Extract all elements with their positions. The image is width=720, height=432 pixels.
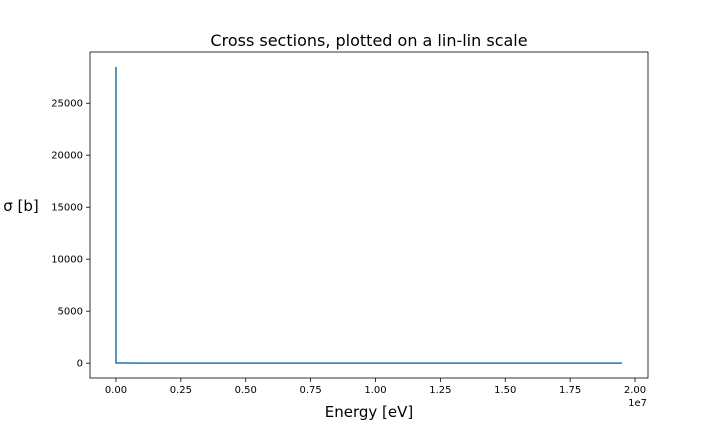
- plot-area: [89, 51, 649, 379]
- x-tick-label: 1.25: [429, 385, 451, 396]
- x-offset-label: 1e7: [628, 398, 647, 409]
- y-tick-label: 20000: [51, 151, 83, 162]
- y-axis-label: σ [b]: [3, 197, 39, 215]
- y-axis-ticks: 0 5000 10000 15000 20000 25000: [51, 99, 90, 370]
- y-tick-label: 0: [77, 359, 83, 370]
- y-tick-label: 10000: [51, 255, 83, 266]
- x-axis-ticks: 0.00 0.25 0.50 0.75 1.00 1.25 1.50 1.75 2.00: [105, 378, 646, 396]
- x-tick-label: 0.00: [105, 385, 127, 396]
- x-tick-label: 0.75: [299, 385, 321, 396]
- y-tick-label: 5000: [58, 307, 83, 318]
- series-line-0: [115, 66, 623, 364]
- x-tick-label: 1.75: [559, 385, 581, 396]
- x-tick-label: 0.25: [170, 385, 192, 396]
- x-tick-label: 2.00: [624, 385, 646, 396]
- x-tick-label: 0.50: [235, 385, 257, 396]
- chart-title: Cross sections, plotted on a lin-lin sca…: [210, 31, 527, 50]
- x-tick-label: 1.00: [364, 385, 386, 396]
- plot-frame: [89, 51, 649, 379]
- y-tick-label: 15000: [51, 203, 83, 214]
- x-tick-label: 1.50: [494, 385, 516, 396]
- y-tick-label: 25000: [51, 99, 83, 110]
- x-axis-label: Energy [eV]: [325, 403, 413, 421]
